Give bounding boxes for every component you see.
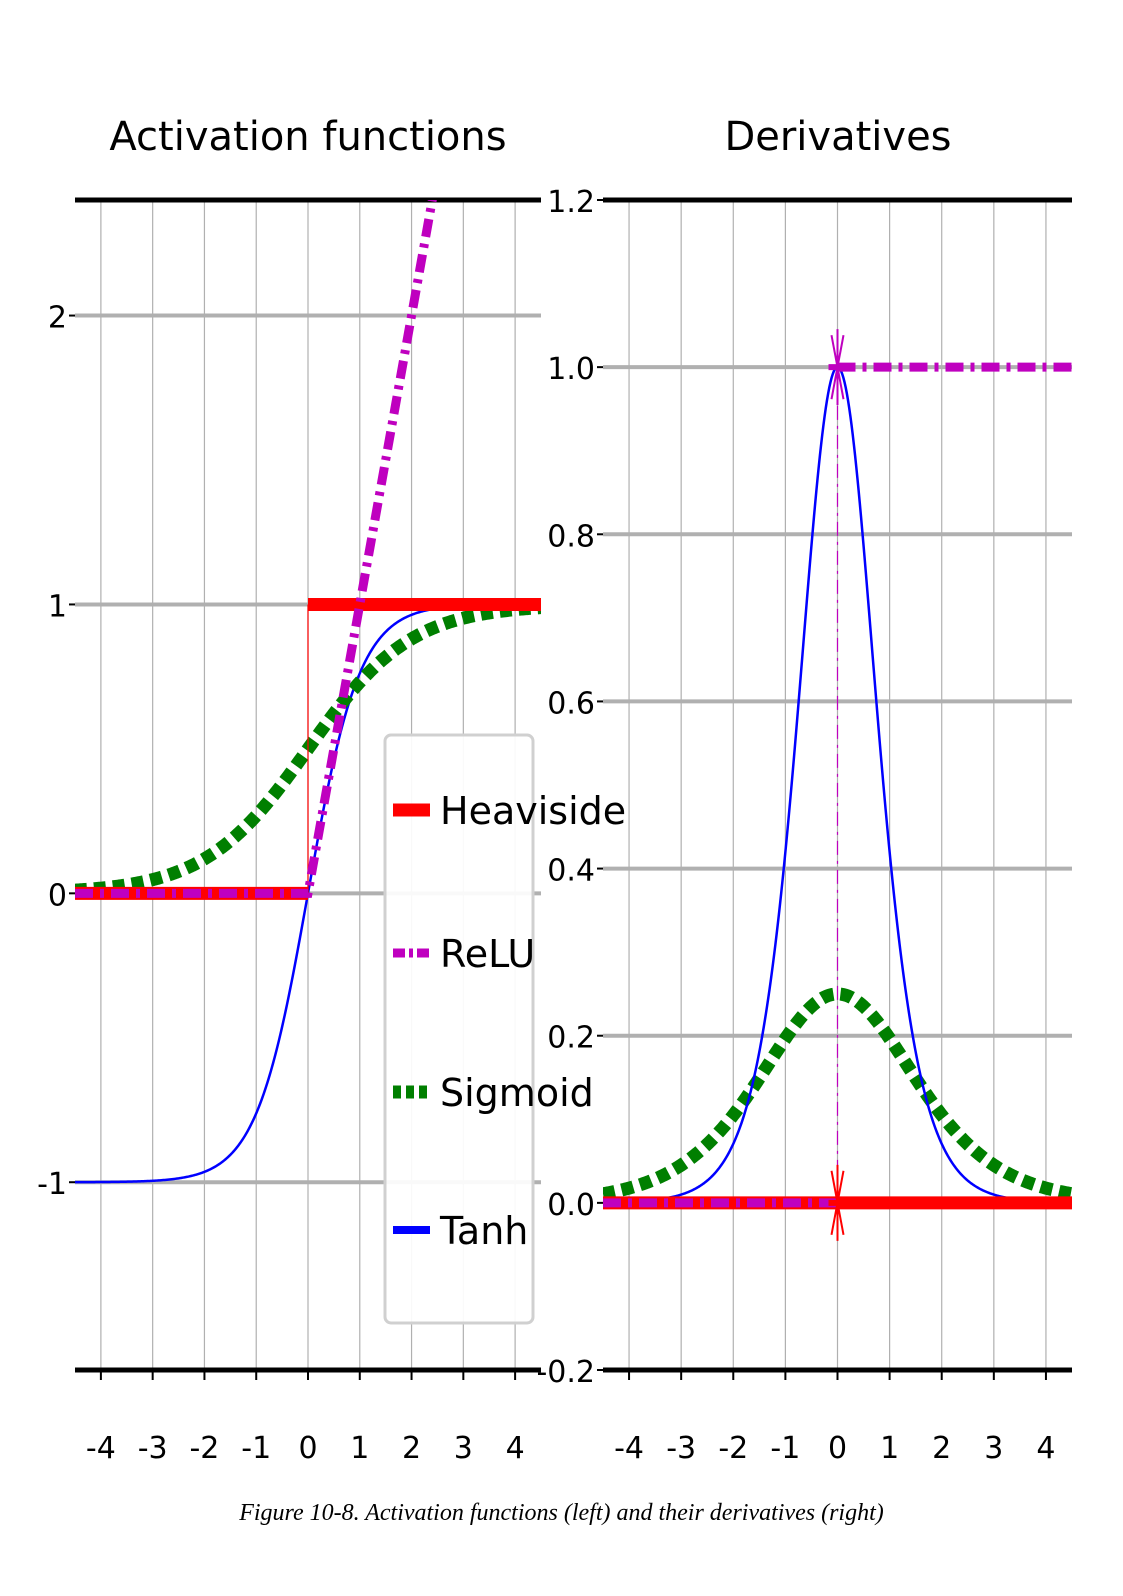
right-xtick-label: 1: [880, 1431, 899, 1466]
legend: Heaviside ReLU Sigmoid Tanh: [383, 733, 626, 1325]
right-ytick-label: 0.2: [547, 1021, 595, 1056]
legend-relu-label: ReLU: [440, 932, 535, 976]
right-ytick-label: 1.2: [547, 185, 595, 220]
right-xtick-label: 3: [984, 1431, 1003, 1466]
legend-tanh-label: Tanh: [439, 1209, 528, 1253]
left-plot-area: [75, 200, 541, 1184]
legend-heaviside-label: Heaviside: [440, 789, 626, 833]
right-sigmoid-line: [603, 987, 1072, 1201]
right-heaviside-marker: [828, 1164, 847, 1241]
left-xtick-label: -1: [241, 1431, 271, 1466]
legend-sigmoid-label: Sigmoid: [440, 1071, 594, 1115]
left-xtick-label: -3: [138, 1431, 168, 1466]
left-xtick-label: 2: [402, 1431, 421, 1466]
right-ytick-label: 0.6: [547, 686, 595, 721]
left-ytick-label: 2: [48, 301, 67, 336]
right-relu-marker: [828, 329, 847, 406]
right-xtick-label: 0: [828, 1431, 847, 1466]
left-xtick-label: 3: [454, 1431, 473, 1466]
right-ytick-label: 0.8: [547, 519, 595, 554]
left-relu-line: [75, 200, 437, 898]
left-xtick-label: 4: [506, 1431, 525, 1466]
right-ytick-label: 0.0: [547, 1188, 595, 1223]
figure-caption: Figure 10-8. Activation functions (left)…: [239, 1500, 884, 1526]
left-chart-title: Activation functions: [109, 114, 506, 160]
right-relu-line: [603, 362, 1072, 1208]
derivatives-panel: Derivatives -4 -3 -2 -1 0 1 2 3 4 -0.2 0.0 0.2 0.4 0.6…: [536, 114, 1072, 1466]
left-xtick-label: -4: [86, 1431, 116, 1466]
legend-box: [383, 733, 535, 1325]
right-ytick-label: 1.0: [547, 352, 595, 387]
right-xtick-label: -4: [614, 1431, 644, 1466]
right-xtick-label: 2: [932, 1431, 951, 1466]
right-plot-area: [603, 329, 1072, 1241]
right-ytick-label: -0.2: [536, 1355, 595, 1390]
left-ytick-label: 1: [48, 589, 67, 624]
left-xtick-label: 1: [350, 1431, 369, 1466]
right-chart-title: Derivatives: [724, 114, 951, 160]
right-xtick-label: 4: [1036, 1431, 1055, 1466]
left-xtick-label: -2: [189, 1431, 219, 1466]
right-xtick-label: -1: [770, 1431, 800, 1466]
left-ytick-label: 0: [48, 878, 67, 913]
right-xtick-label: -3: [666, 1431, 696, 1466]
right-xtick-label: -2: [718, 1431, 748, 1466]
left-ytick-label: -1: [37, 1167, 67, 1202]
left-xtick-label: 0: [298, 1431, 317, 1466]
right-ytick-label: 0.4: [547, 854, 595, 889]
